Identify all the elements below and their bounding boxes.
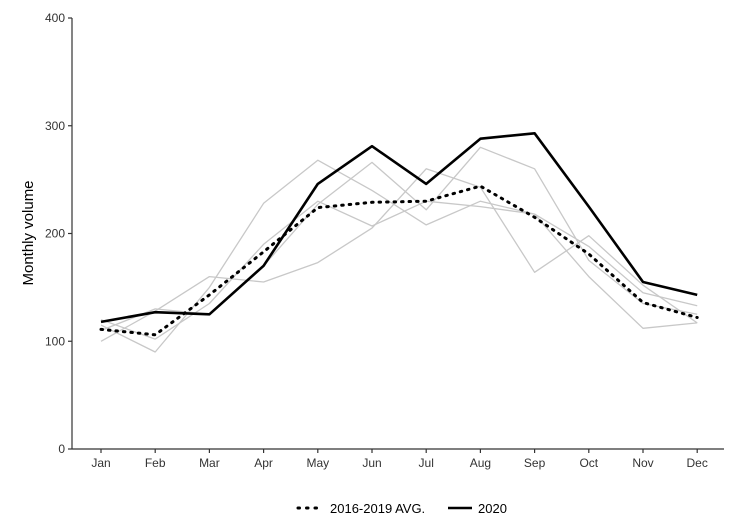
series-line-year <box>100 159 698 353</box>
series-line-2020 <box>100 132 698 324</box>
x-tick-label: Aug <box>470 456 491 470</box>
x-tick-label: Jul <box>419 456 434 470</box>
legend-label-average: 2016-2019 AVG. <box>330 501 425 516</box>
series-line-year <box>100 168 698 342</box>
series-line-year <box>100 146 698 332</box>
x-tick-label: Nov <box>632 456 653 470</box>
y-axis-title: Monthly volume <box>20 180 37 285</box>
x-tick-label: Feb <box>145 456 166 470</box>
legend-label-2020: 2020 <box>478 501 507 516</box>
plot-area <box>99 132 699 353</box>
axes <box>71 18 724 450</box>
x-tick-label: Oct <box>579 456 598 470</box>
y-tick-label: 100 <box>45 334 65 348</box>
y-tick-label: 300 <box>45 119 65 133</box>
ticks: 0 100 200 300 400 Jan Feb Mar Apr May Jun Jul Aug Sep… <box>45 11 708 470</box>
x-tick-label: May <box>306 456 329 470</box>
series-line-year <box>100 200 698 340</box>
y-tick-label: 0 <box>58 442 65 456</box>
x-tick-label: Jan <box>91 456 110 470</box>
y-tick-label: 400 <box>45 11 65 25</box>
y-tick-label: 200 <box>45 227 65 241</box>
legend: 2016-2019 AVG. 2020 <box>296 501 507 516</box>
x-tick-label: Dec <box>687 456 708 470</box>
x-tick-label: Sep <box>524 456 546 470</box>
x-tick-label: Apr <box>254 456 273 470</box>
x-tick-label: Jun <box>362 456 381 470</box>
x-tick-label: Mar <box>199 456 220 470</box>
